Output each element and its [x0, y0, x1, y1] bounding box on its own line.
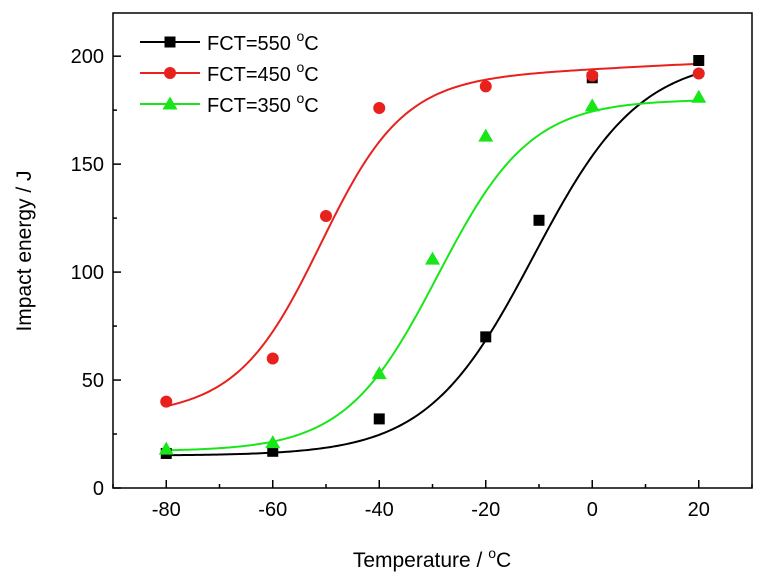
fit-curve-2 [166, 62, 699, 408]
legend-label-degree: o [296, 90, 304, 106]
data-point-series-2 [479, 80, 492, 93]
data-point-series-3 [371, 366, 387, 380]
x-tick-label: 0 [587, 499, 598, 521]
data-point-series-2 [586, 69, 599, 82]
data-point-series-2 [160, 395, 173, 408]
x-tick-label: -80 [152, 499, 181, 521]
x-tick-label: 20 [688, 499, 710, 521]
legend-label-unit: C [304, 33, 318, 55]
x-tick-label: -40 [365, 499, 394, 521]
legend-label-degree: o [296, 59, 304, 75]
data-point-series-1 [533, 214, 545, 226]
x-axis-label-unit: C [496, 549, 511, 572]
data-point-series-1 [480, 331, 492, 343]
x-tick-label: -20 [471, 499, 500, 521]
legend-label-text: FCT=450 [207, 64, 296, 86]
legend-label-unit: C [304, 64, 318, 86]
data-point-series-2 [266, 352, 279, 365]
data-point-series-3 [584, 98, 600, 112]
data-point-series-1 [267, 445, 279, 457]
fit-curve-1 [166, 72, 700, 457]
legend-marker [164, 36, 176, 48]
data-point-series-3 [478, 128, 494, 142]
data-point-series-2 [373, 102, 386, 114]
legend-label: FCT=350 oC [207, 90, 319, 117]
y-axis-label: Impact energy / J [13, 170, 36, 331]
x-axis-label-text: Temperature / [353, 549, 488, 572]
legend-marker [162, 96, 178, 110]
data-point-series-2 [320, 209, 332, 222]
legend-label: FCT=450 oC [207, 59, 319, 86]
y-tick-label: 50 [82, 370, 104, 392]
data-point-series-1 [693, 55, 705, 66]
y-tick-label: 0 [93, 478, 104, 500]
data-point-series-2 [692, 67, 705, 80]
x-axis-label-degree: o [488, 545, 496, 561]
y-tick-label: 200 [71, 46, 104, 68]
data-point-series-3 [265, 435, 281, 449]
legend-label-degree: o [296, 28, 304, 44]
y-tick-label: 150 [71, 154, 104, 176]
data-point-series-1 [373, 413, 385, 425]
data-point-series-3 [691, 89, 707, 103]
legend-label: FCT=550 oC [207, 28, 319, 55]
legend-label-unit: C [304, 95, 318, 117]
legend-label-text: FCT=350 [207, 95, 296, 117]
legend-label-text: FCT=550 [207, 33, 296, 55]
data-point-series-3 [425, 251, 440, 265]
plot-area [112, 12, 753, 489]
x-axis-label: Temperature / oC [353, 545, 511, 572]
y-tick-label: 100 [71, 262, 104, 284]
data-point-series-3 [158, 441, 174, 455]
legend-marker [164, 67, 176, 79]
fit-curve-3 [166, 99, 699, 452]
x-tick-label: -60 [258, 499, 287, 521]
fit-curves [166, 62, 700, 457]
data-points [158, 55, 707, 459]
